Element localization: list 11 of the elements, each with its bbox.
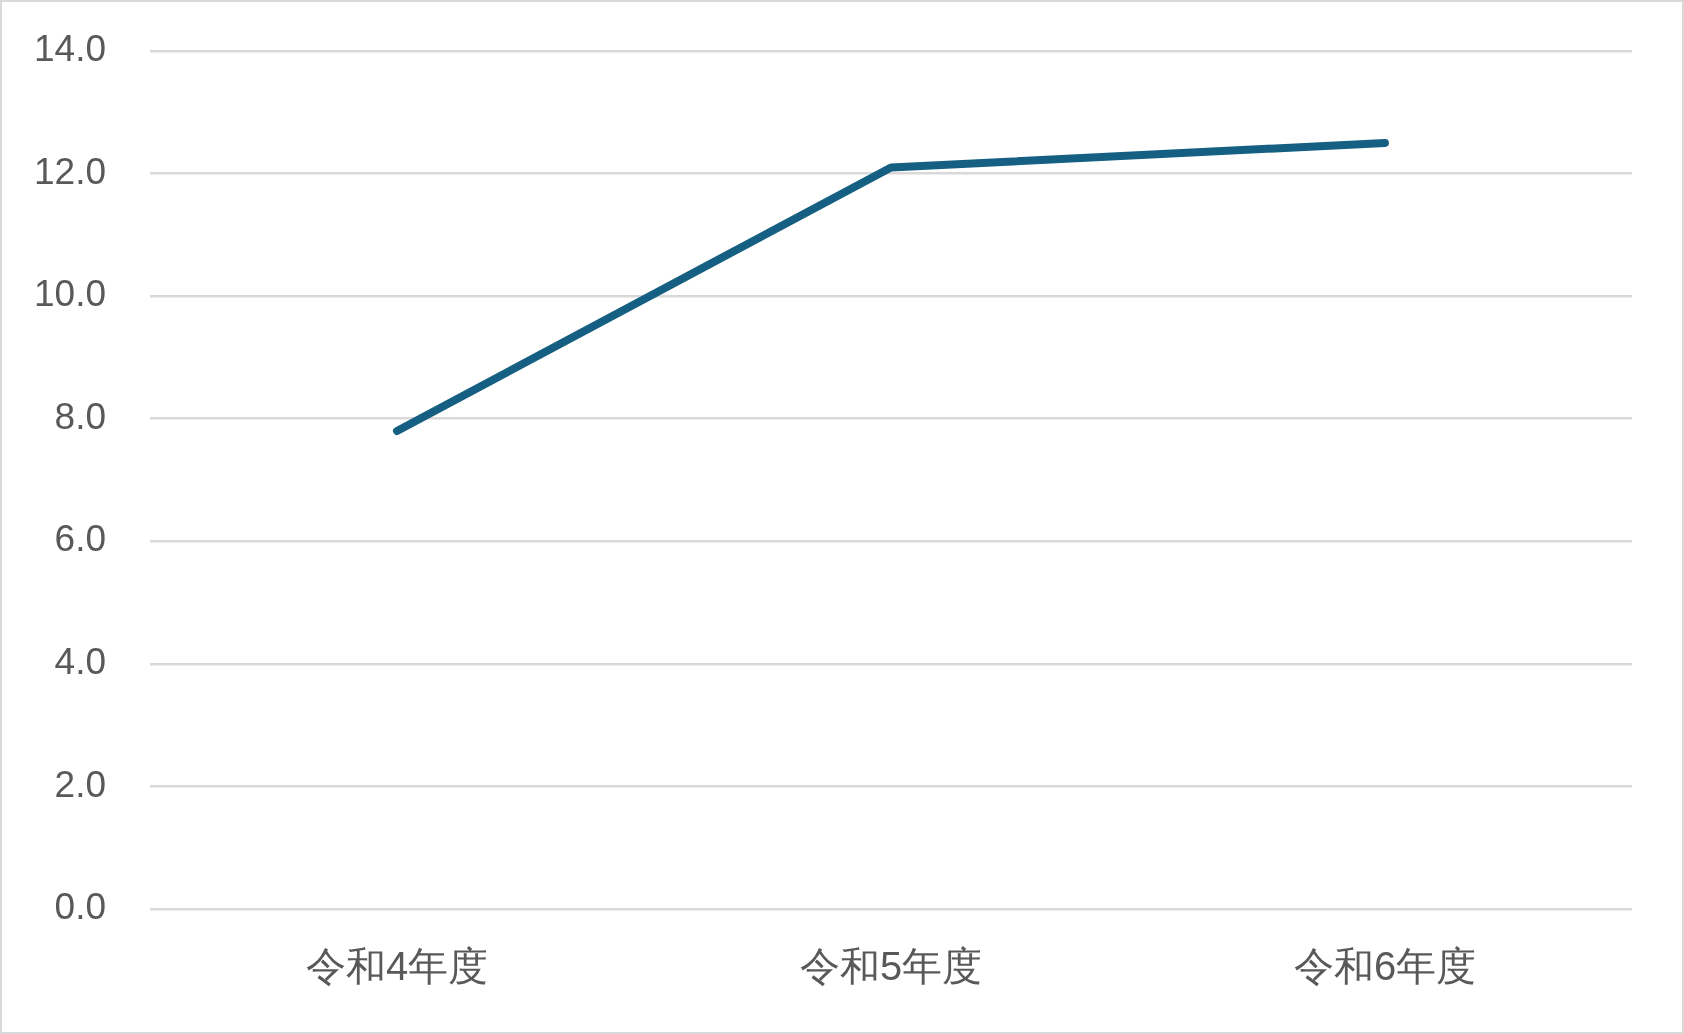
x-tick-label: 令和4年度 bbox=[305, 944, 489, 989]
x-tick-label: 令和5年度 bbox=[799, 944, 983, 989]
y-tick-label: 0.0 bbox=[54, 886, 106, 928]
y-tick-label: 8.0 bbox=[54, 395, 106, 437]
y-tick-label: 2.0 bbox=[54, 763, 106, 805]
y-tick-label: 10.0 bbox=[33, 273, 106, 315]
y-tick-label: 4.0 bbox=[54, 641, 106, 683]
y-tick-label: 6.0 bbox=[54, 518, 106, 560]
y-tick-label: 12.0 bbox=[33, 150, 106, 192]
y-tick-label: 14.0 bbox=[33, 28, 106, 70]
x-tick-label: 令和6年度 bbox=[1293, 944, 1477, 989]
